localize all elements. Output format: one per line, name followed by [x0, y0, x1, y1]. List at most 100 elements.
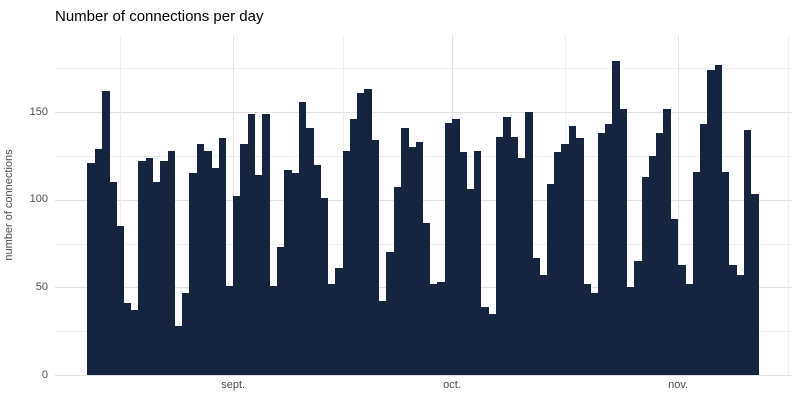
- bar: [488, 313, 497, 375]
- bar: [306, 127, 314, 375]
- bar: [648, 155, 657, 375]
- bar: [255, 175, 263, 375]
- x-tick-label: nov.: [668, 379, 689, 391]
- bar: [721, 171, 730, 375]
- y-tick-label: 0: [41, 368, 48, 381]
- bar: [182, 292, 190, 375]
- bar: [597, 133, 606, 375]
- bar: [663, 108, 672, 375]
- bar: [262, 113, 270, 375]
- bar: [233, 196, 241, 375]
- bar: [342, 150, 351, 375]
- bar: [313, 164, 321, 375]
- bar: [539, 275, 548, 375]
- x-minor-gridline: [120, 35, 122, 375]
- bar: [736, 275, 745, 375]
- bar: [481, 306, 489, 375]
- bar: [750, 194, 759, 375]
- bar: [400, 127, 409, 375]
- bar: [422, 222, 431, 375]
- bar: [634, 261, 642, 375]
- bar: [240, 143, 249, 375]
- bar: [590, 292, 599, 375]
- bar: [145, 157, 154, 375]
- bar: [612, 61, 621, 375]
- bar: [189, 173, 198, 375]
- bar: [349, 119, 358, 375]
- bar: [123, 303, 132, 375]
- y-major-gridline: [55, 375, 792, 376]
- x-minor-gridline: [787, 35, 789, 375]
- bar: [451, 119, 460, 375]
- y-major-gridline: [55, 112, 792, 113]
- bar: [568, 126, 577, 375]
- bar: [203, 150, 212, 375]
- x-major-gridline: [678, 35, 680, 375]
- y-tick-label: 50: [35, 280, 48, 293]
- bar: [430, 283, 438, 375]
- bar: [466, 189, 475, 375]
- bar: [692, 171, 701, 375]
- bar: [298, 101, 307, 375]
- y-tick-label: 150: [29, 105, 48, 118]
- bar: [561, 143, 569, 375]
- bar: [583, 283, 591, 375]
- bar: [371, 140, 380, 375]
- bar: [415, 141, 424, 375]
- bar: [546, 183, 555, 375]
- bar: [656, 133, 664, 375]
- bar: [670, 219, 679, 375]
- bar: [138, 161, 146, 375]
- bar: [116, 226, 125, 375]
- bar: [641, 176, 650, 375]
- bar: [524, 112, 533, 375]
- bar: [444, 122, 453, 375]
- bar: [335, 268, 343, 375]
- bar: [174, 325, 183, 375]
- bar: [94, 148, 103, 375]
- y-minor-gridline: [55, 155, 792, 157]
- bar: [357, 92, 365, 375]
- bar: [437, 282, 445, 375]
- bar: [269, 285, 278, 375]
- bar: [619, 108, 628, 375]
- y-major-gridline: [55, 199, 792, 201]
- bar: [211, 168, 219, 375]
- bar: [729, 264, 737, 375]
- bar: [459, 152, 467, 375]
- bar: [160, 161, 168, 375]
- bar: [386, 252, 394, 375]
- x-tick-label: oct.: [443, 379, 461, 391]
- bar: [503, 117, 511, 375]
- bar: [714, 64, 723, 375]
- y-tick-label: 100: [29, 193, 48, 206]
- x-tick-label: sept.: [221, 379, 246, 391]
- bar: [101, 91, 110, 375]
- bar: [131, 310, 139, 375]
- bar: [473, 150, 482, 375]
- bar: [218, 138, 227, 375]
- bar: [152, 182, 161, 375]
- bar: [196, 143, 205, 375]
- bar: [320, 197, 329, 375]
- chart-title: Number of connections per day: [55, 8, 264, 25]
- bar: [495, 136, 504, 375]
- bar: [87, 162, 95, 375]
- bar: [678, 264, 686, 375]
- bar: [554, 152, 562, 375]
- bar: [393, 187, 402, 375]
- bar: [517, 157, 526, 375]
- bar: [575, 138, 584, 375]
- bar: [364, 89, 373, 375]
- bar: [379, 301, 387, 375]
- bar: [685, 283, 693, 375]
- bar: [532, 257, 540, 375]
- bar: [291, 173, 300, 375]
- bar: [605, 124, 613, 375]
- bar: [627, 287, 635, 375]
- bar: [510, 136, 518, 375]
- bar: [167, 150, 176, 375]
- bar: [109, 182, 117, 375]
